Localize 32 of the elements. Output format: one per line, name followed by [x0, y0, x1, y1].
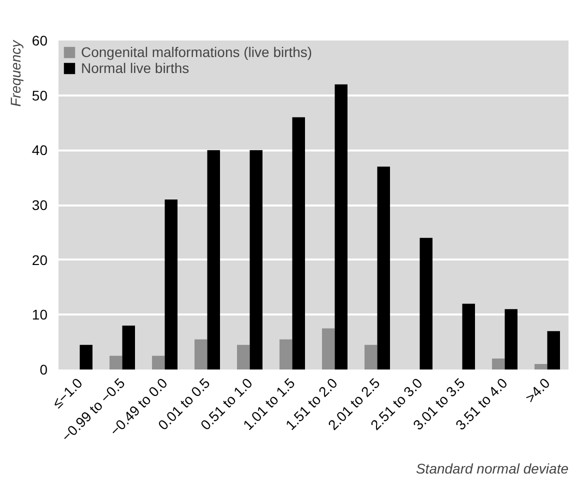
- legend-label: Normal live births: [81, 60, 190, 76]
- bar: [194, 339, 208, 370]
- bar: [250, 150, 262, 370]
- y-axis-title: Frequency: [8, 40, 24, 107]
- bar: [207, 150, 220, 370]
- bar: [364, 344, 378, 370]
- bar: [492, 358, 505, 370]
- y-tick-label: 60: [32, 32, 48, 48]
- bar: [292, 117, 305, 370]
- bar: [110, 356, 122, 370]
- bar: [504, 309, 518, 370]
- bar: [80, 344, 92, 370]
- bar: [547, 331, 560, 370]
- bar: [164, 200, 178, 370]
- bar: [322, 328, 335, 370]
- bar: [152, 356, 165, 370]
- bar: [377, 166, 390, 370]
- y-tick-label: 50: [32, 87, 48, 104]
- bar: [420, 238, 432, 370]
- legend-label: Congenital malformations (live births): [81, 44, 312, 60]
- y-tick-label: 0: [40, 362, 48, 378]
- x-axis-title: Standard normal deviate: [416, 460, 569, 476]
- bar: [237, 344, 250, 370]
- y-tick-label: 40: [32, 142, 48, 158]
- bar: [122, 326, 135, 370]
- bar: [534, 364, 548, 370]
- bar: [462, 304, 475, 370]
- y-tick-label: 10: [32, 306, 48, 323]
- y-tick-label: 20: [32, 252, 48, 268]
- bar: [334, 84, 348, 370]
- bar: [280, 339, 292, 370]
- y-tick-label: 30: [32, 197, 48, 213]
